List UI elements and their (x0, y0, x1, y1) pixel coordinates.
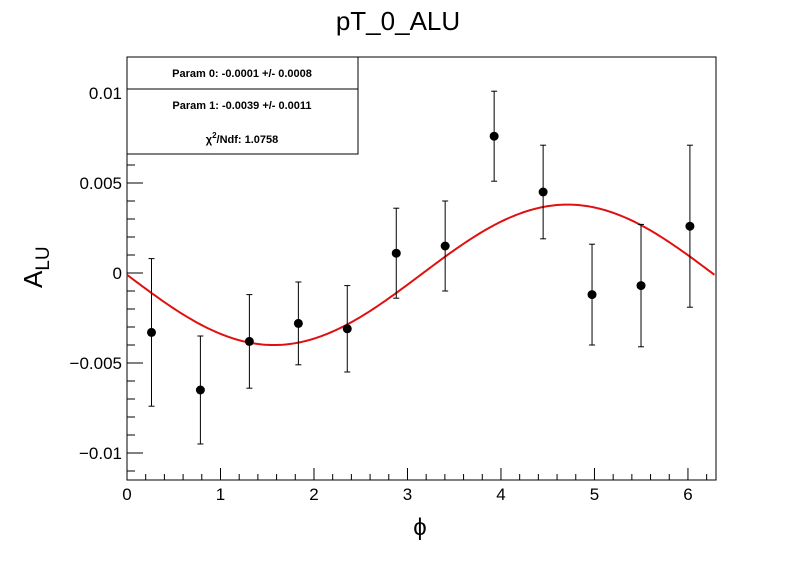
x-tick-label: 3 (403, 485, 412, 504)
y-tick-label: 0.01 (89, 84, 122, 103)
stats-param0: Param 0: -0.0001 +/- 0.0008 (172, 68, 312, 80)
data-point (195, 385, 205, 395)
y-tick-label: 0.005 (79, 174, 122, 193)
data-point (342, 324, 352, 334)
y-axis-label-main: A (18, 270, 48, 288)
x-tick-label: 2 (309, 485, 318, 504)
data-point (685, 221, 695, 231)
stats-chi2: χ2/Ndf: 1.0758 (206, 131, 279, 146)
data-point (146, 327, 156, 337)
stats-box: Param 0: -0.0001 +/- 0.0008 Param 1: -0.… (126, 56, 359, 155)
stats-chi2-sup: 2 (212, 131, 217, 140)
data-point (440, 241, 450, 251)
y-tick-label: −0.01 (79, 444, 122, 463)
y-axis-label-sub: LU (33, 246, 54, 270)
stats-param1: Param 1: -0.0039 +/- 0.0011 (172, 100, 311, 112)
data-point (587, 290, 597, 300)
x-tick-label: 6 (683, 485, 692, 504)
y-axis-label: ALU (18, 246, 54, 288)
chart-title: pT_0_ALU (336, 6, 460, 36)
x-tick-label: 0 (122, 485, 131, 504)
x-tick-label: 5 (590, 485, 599, 504)
data-point (293, 318, 303, 328)
stats-chi2-suffix: /Ndf: 1.0758 (217, 134, 279, 146)
data-point (489, 131, 499, 141)
y-tick-label: 0 (113, 264, 122, 283)
x-tick-label: 1 (216, 485, 225, 504)
y-tick-label: −0.005 (70, 354, 122, 373)
stats-chi2-prefix: χ (206, 134, 213, 146)
x-axis-label: ϕ (413, 514, 426, 541)
fit-curve-layer (126, 203, 716, 347)
stats-box-frame (126, 56, 359, 155)
data-point (391, 248, 401, 258)
x-tick-label: 4 (496, 485, 505, 504)
data-points-layer (146, 90, 695, 445)
data-point (538, 187, 548, 197)
plot-frame (126, 56, 717, 481)
fit-curve (126, 203, 716, 347)
y-axis: −0.01 −0.005 0 0.005 0.01 (70, 74, 143, 472)
data-point (244, 336, 254, 346)
x-axis: 0 1 2 3 4 5 6 (122, 468, 708, 504)
data-point (636, 281, 646, 291)
